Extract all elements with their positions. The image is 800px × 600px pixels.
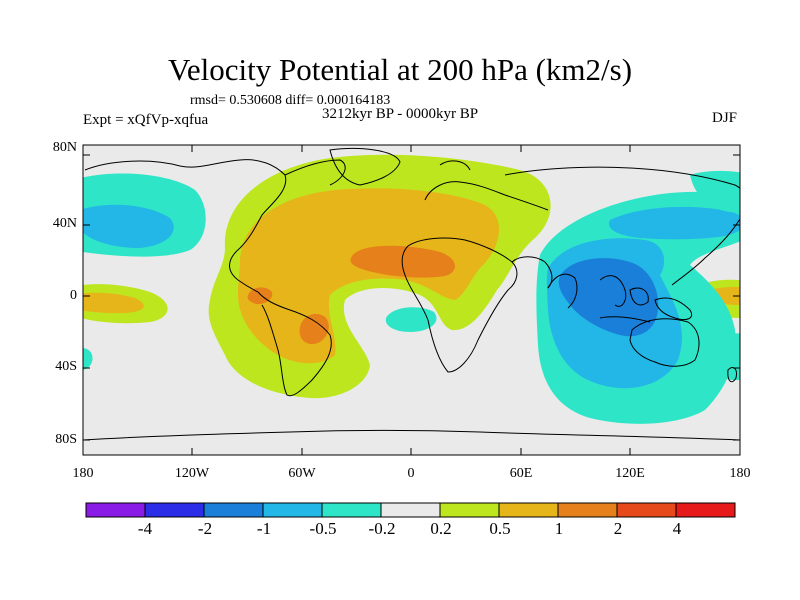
colorbar-swatch [144,502,205,518]
negative-region-05-north [609,206,740,240]
lon-label-60w: 60W [288,466,316,481]
colorbar-swatch [557,502,618,518]
colorbar-swatch [675,502,736,518]
lat-label-40s: 40S [55,359,77,374]
colorbar-label: -4 [137,519,153,538]
colorbar-label: -2 [197,519,213,538]
colorbar-swatch [616,502,677,518]
experiment-label: Expt = xQfVp-xqfua [83,112,209,128]
lon-label-180w: 180 [72,466,94,481]
positive-region-05-west [83,292,144,314]
positive-region-1-caribbean [247,287,273,305]
lat-label-eq: 0 [70,288,77,303]
colorbar-swatch [498,502,559,518]
negative-region-1 [558,258,659,337]
colorbar-label: -1 [256,519,272,538]
season-label: DJF [712,110,738,126]
lon-label-180e: 180 [729,466,751,481]
colorbar-swatch [380,502,441,518]
lat-label-80s: 80S [55,432,77,447]
colorbar-swatch [321,502,382,518]
stats-text: rmsd= 0.530608 diff= 0.000164183 [190,93,391,108]
tick-marks [83,145,740,455]
colorbar [85,502,736,518]
negative-region-02-npac-east [690,170,740,212]
negative-region-02-satl [385,307,437,332]
colorbar-label: 2 [613,519,623,538]
negative-region-02-spac-east [711,333,740,381]
colorbar-swatch [203,502,264,518]
positive-region-05 [238,188,499,364]
negative-region-02-spac [83,348,93,370]
negative-region-05-npac-west [83,204,174,248]
plot-title: Velocity Potential at 200 hPa (km2/s) [167,52,633,87]
period-label: 3212kyr BP - 0000kyr BP [322,106,479,122]
map-plot-area [83,145,740,455]
colorbar-swatch [262,502,323,518]
positive-region-1-africa [350,245,456,278]
positive-region-1-amazon [299,313,329,345]
colorbar-swatch [85,502,146,518]
colorbar-label: 1 [554,519,564,538]
lon-label-0: 0 [407,466,415,481]
lon-label-120w: 120W [174,466,210,481]
lon-label-60e: 60E [509,466,533,481]
colorbar-label: 0.5 [489,519,511,538]
lat-label-80n: 80N [52,140,77,155]
coastlines [83,148,740,441]
colorbar-label: 0.2 [430,519,452,538]
colorbar-label: 4 [672,519,682,538]
lat-label-40n: 40N [52,216,77,231]
colorbar-label: -0.2 [368,519,396,538]
lon-label-120e: 120E [615,466,645,481]
colorbar-swatch [439,502,500,518]
colorbar-label: -0.5 [309,519,337,538]
